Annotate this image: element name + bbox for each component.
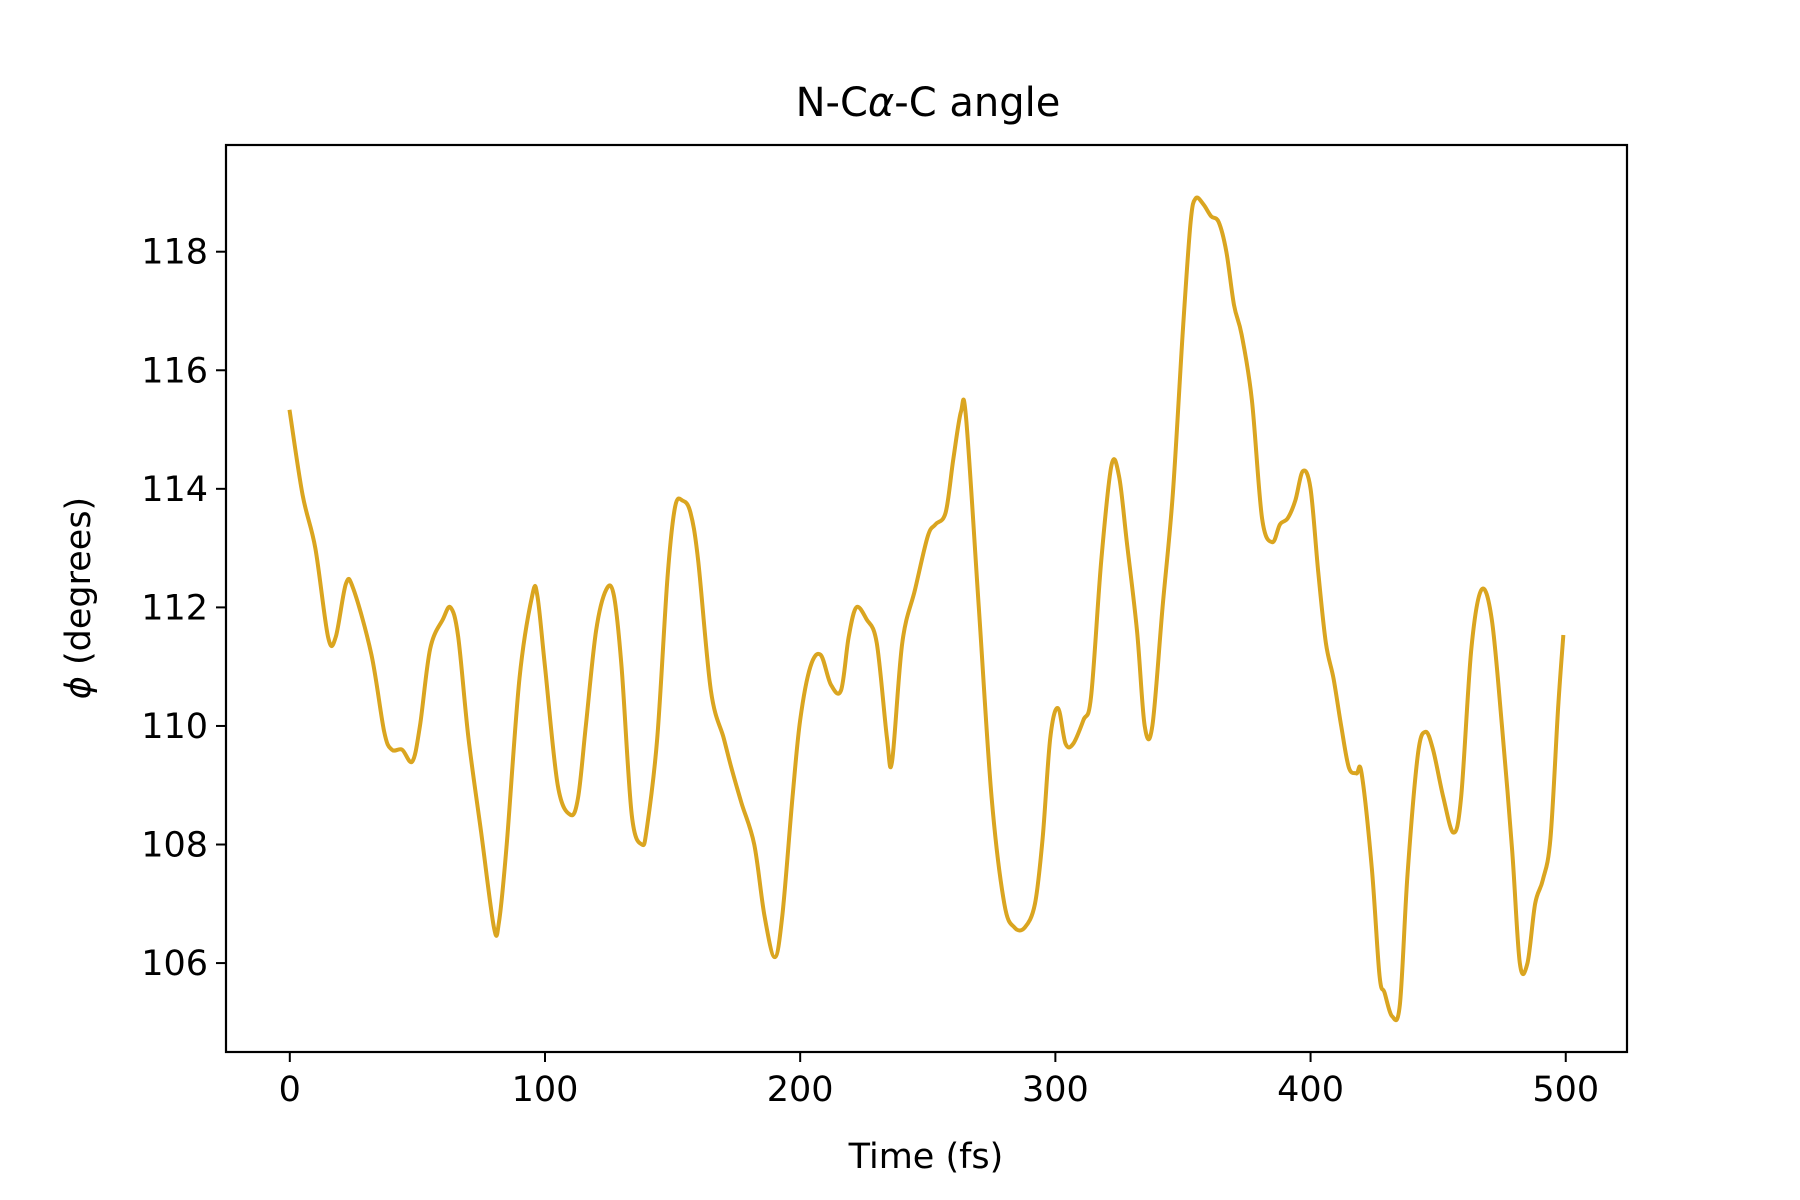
series-line-0 <box>287 195 1566 1023</box>
y-tick-label: 112 <box>141 588 208 628</box>
x-tick-label: 200 <box>767 1070 834 1110</box>
y-axis-label-text: (degrees) <box>59 497 99 676</box>
plot-area <box>287 195 1566 1023</box>
x-tick-label: 100 <box>512 1070 579 1110</box>
x-tick-label: 500 <box>1532 1070 1599 1110</box>
title-alpha-symbol: α <box>868 80 894 126</box>
y-tick-label: 116 <box>141 351 208 391</box>
x-axis-label: Time (fs) <box>848 1137 1004 1177</box>
y-tick-label: 110 <box>141 707 208 747</box>
x-axis: 0 100 200 300 400 500 <box>279 1052 1599 1110</box>
title-prefix: N-C <box>796 80 868 126</box>
y-tick-label: 114 <box>141 470 208 510</box>
y-tick-label: 106 <box>141 944 208 984</box>
title-suffix: -C angle <box>894 80 1060 126</box>
x-tick-label: 400 <box>1277 1070 1344 1110</box>
x-tick-label: 0 <box>279 1070 301 1110</box>
plot-frame <box>224 143 1629 1054</box>
y-axis-label: ϕ (degrees) <box>59 497 99 699</box>
x-tick-label: 300 <box>1022 1070 1089 1110</box>
y-axis-label-symbol: ϕ <box>59 676 99 699</box>
y-tick-label: 118 <box>141 233 208 273</box>
y-tick-label: 108 <box>141 826 208 866</box>
y-axis: 106 108 110 112 114 116 118 <box>141 233 226 984</box>
chart-title: N-Cα-C angle <box>796 80 1061 126</box>
